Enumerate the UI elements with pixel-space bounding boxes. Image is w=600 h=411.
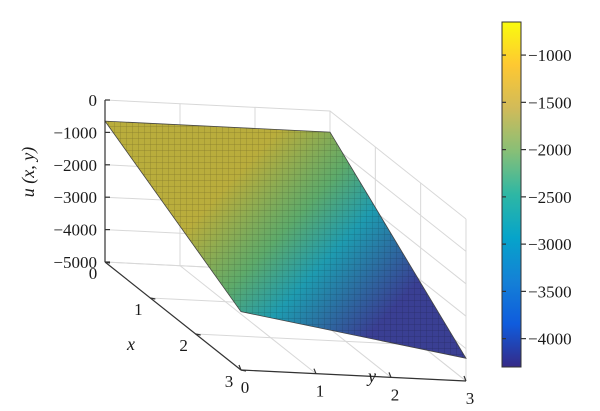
y-tick-label: 2 bbox=[391, 385, 400, 404]
y-tick-mark bbox=[388, 372, 392, 378]
colorbar-ticks: −1000 −1500 −2000 −2500 −3000 −3500 −4000 bbox=[502, 46, 572, 349]
y-tick-mark bbox=[238, 364, 242, 371]
y-axis-line bbox=[240, 369, 467, 382]
x-tick-mark bbox=[240, 369, 247, 372]
z-tick-label: −3000 bbox=[53, 188, 97, 207]
colorbar-tick-label: −1000 bbox=[528, 46, 572, 65]
z-axis-label: u (x, y) bbox=[18, 147, 39, 197]
colorbar-tick-label: −3500 bbox=[528, 282, 572, 301]
grid-line-z bbox=[104, 99, 467, 220]
x-tick-label: 2 bbox=[179, 336, 188, 355]
axes-layer bbox=[104, 99, 467, 382]
x-axis-line bbox=[104, 261, 242, 371]
grid-line-x-floor bbox=[195, 333, 421, 346]
z-tick-label: −2000 bbox=[53, 156, 97, 175]
y-tick-mark bbox=[313, 368, 317, 374]
colorbar bbox=[501, 21, 522, 368]
grid-line-y-floor bbox=[179, 265, 317, 375]
surface-edge bbox=[104, 120, 467, 359]
x-tick-mark bbox=[150, 297, 156, 300]
x-axis-label: x bbox=[126, 334, 135, 354]
y-tick-mark bbox=[463, 375, 467, 382]
x-tick-mark bbox=[195, 333, 201, 336]
colorbar-tick-label: −1500 bbox=[528, 93, 572, 112]
colorbar-tick-label: −4000 bbox=[528, 330, 572, 349]
x-tick-label: 3 bbox=[225, 372, 234, 391]
y-tick-label: 0 bbox=[241, 378, 250, 397]
x-tick-label: 1 bbox=[134, 300, 143, 319]
surface-mesh bbox=[105, 121, 466, 359]
y-tick-label: 3 bbox=[466, 389, 475, 408]
colorbar-tick-label: −2500 bbox=[528, 188, 572, 207]
z-tick-label: 0 bbox=[89, 91, 98, 110]
x-tick-label: 0 bbox=[89, 264, 98, 283]
y-tick-label: 1 bbox=[316, 382, 325, 401]
y-axis-label: y bbox=[366, 366, 376, 386]
z-tick-label: −1000 bbox=[53, 123, 97, 142]
x-tick-mark bbox=[104, 261, 111, 264]
z-tick-label: −4000 bbox=[53, 221, 97, 240]
colorbar-tick-label: −2000 bbox=[528, 141, 572, 160]
colorbar-tick-label: −3000 bbox=[528, 235, 572, 254]
z-tick-label: −5000 bbox=[53, 253, 97, 272]
surface-layer bbox=[104, 120, 467, 359]
